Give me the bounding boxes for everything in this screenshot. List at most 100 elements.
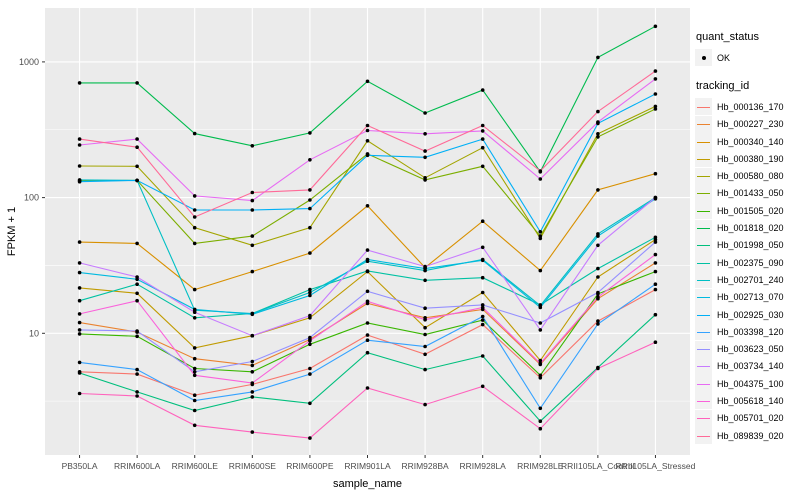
data-point (192, 356, 197, 361)
data-point (596, 188, 600, 192)
x-tick-label: RRII105LA_Stressed (616, 461, 695, 471)
legend-item: Hb_001818_020 (695, 219, 800, 237)
line-swatch (697, 245, 710, 247)
data-point (653, 92, 658, 96)
data-point (480, 137, 485, 141)
data-point (77, 261, 82, 265)
data-point (538, 406, 543, 411)
data-point (77, 332, 82, 336)
data-point (423, 264, 427, 269)
data-point (538, 268, 543, 273)
legend-item-label: Hb_003398_120 (717, 326, 784, 337)
data-point (538, 234, 543, 238)
line-swatch (697, 366, 710, 368)
legend-title-tracking-id: tracking_id (696, 80, 750, 93)
data-point (308, 251, 312, 255)
data-point (423, 155, 427, 160)
data-point (538, 358, 543, 363)
line-color-key (695, 202, 712, 220)
legend-item-label: Hb_002925_030 (717, 309, 784, 320)
data-point (135, 372, 139, 376)
data-point (365, 79, 370, 84)
data-point (538, 328, 543, 332)
data-point (653, 312, 658, 317)
data-point (596, 120, 600, 124)
data-point (365, 350, 370, 355)
legend-item-label: Hb_000340_140 (717, 136, 784, 147)
data-point (365, 338, 370, 343)
data-point (596, 55, 600, 60)
data-point (192, 310, 197, 315)
data-point (596, 132, 600, 136)
data-point (77, 328, 82, 332)
data-point (77, 286, 82, 290)
data-point (480, 305, 485, 310)
data-point (135, 282, 139, 287)
y-tick-label: 10 (29, 328, 39, 338)
data-point (480, 314, 485, 319)
legend-item: Hb_000340_140 (695, 133, 800, 151)
data-point (365, 248, 370, 252)
line-color-key (695, 115, 712, 133)
line-swatch (697, 228, 710, 230)
data-point (423, 306, 427, 311)
data-point (480, 245, 485, 250)
legend-item: Hb_001505_020 (695, 202, 800, 220)
legend-item: Hb_005618_140 (695, 392, 800, 410)
data-point (480, 290, 485, 295)
data-point (135, 394, 139, 398)
data-point (365, 289, 370, 294)
data-point (308, 158, 312, 162)
data-point (538, 321, 543, 325)
data-point (250, 269, 255, 274)
data-point (365, 128, 370, 133)
data-point (308, 335, 312, 340)
data-point (308, 366, 312, 371)
data-point (250, 208, 255, 212)
data-point (135, 241, 139, 246)
line-swatch (697, 331, 710, 333)
data-point (480, 145, 485, 150)
line-swatch (697, 210, 710, 212)
data-point (423, 325, 427, 330)
line-swatch (697, 314, 710, 316)
data-point (250, 395, 255, 399)
legend-item: Hb_003398_120 (695, 323, 800, 341)
data-point (653, 171, 658, 176)
legend-item-label: Hb_089839_020 (717, 430, 784, 441)
data-point (365, 269, 370, 273)
data-point (653, 240, 658, 244)
data-point (250, 359, 255, 364)
data-point (480, 258, 485, 263)
data-point (480, 88, 485, 92)
legend-item: Hb_001433_050 (695, 184, 800, 202)
data-point (365, 204, 370, 208)
line-color-key (695, 150, 712, 168)
legend-item-ok: OK (695, 49, 800, 67)
line-color-key (695, 375, 712, 393)
data-point (423, 332, 427, 337)
data-point (596, 109, 600, 114)
point-icon (701, 55, 706, 60)
line-swatch (697, 106, 710, 108)
data-point (423, 402, 427, 407)
data-point (423, 111, 427, 115)
data-point (308, 339, 312, 343)
legend-item-label: Hb_002713_070 (717, 292, 784, 303)
data-point (250, 430, 255, 434)
data-point (308, 313, 312, 318)
legend-item-label: Hb_003734_140 (717, 361, 784, 372)
data-point (423, 178, 427, 182)
data-point (480, 318, 485, 322)
data-point (250, 198, 255, 203)
x-tick-label: RRII105LA_Control (561, 461, 635, 471)
data-point (135, 329, 139, 333)
data-point (538, 305, 543, 310)
data-point (192, 307, 197, 312)
line-color-key (695, 392, 712, 410)
x-tick-label: RRIM928LE (517, 461, 564, 471)
data-point (250, 333, 255, 338)
data-point (77, 137, 82, 141)
data-point (480, 303, 485, 307)
